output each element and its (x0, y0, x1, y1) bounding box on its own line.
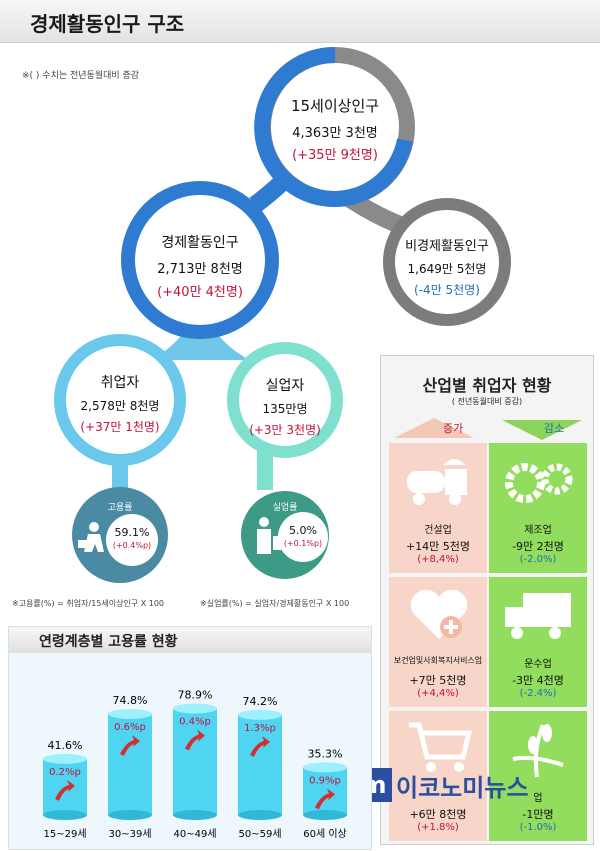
category-label-3: 50~59세 (238, 828, 281, 840)
emp-rate-value: 59.1% (114, 526, 150, 539)
cement-truck-icon (407, 459, 467, 505)
up-arrow-icon-0 (55, 779, 75, 801)
value-label-4: 35.3% (308, 747, 343, 760)
bar-4 (303, 767, 347, 815)
active-value: 2,713만 8천명 (157, 262, 243, 277)
age-chart-title: 연령계층별 고용률 현황 (39, 634, 178, 650)
decrease-label: 감소 (544, 422, 565, 435)
formula-emp: ※고용률(%) = 취업자/15세이상인구 X 100 (12, 599, 165, 608)
increase-label: 증가 (443, 422, 464, 435)
industry-cell-increase-1: 보건업및사회복지서비스업 +7만 5천명 (+4,4%) (389, 577, 487, 707)
value-label-0: 41.6% (48, 739, 83, 752)
inactive-label: 비경제활동인구 (405, 239, 489, 254)
change-label-1: 0.6%p (114, 722, 146, 733)
industry-cell-decrease-2: 업 -1만명 (-1.0%) (489, 711, 587, 841)
bar-cap-2 (173, 703, 217, 714)
up-arrow-icon-4 (315, 788, 335, 810)
up-arrow-icon-1 (120, 735, 140, 757)
industry-cell-decrease-1: 운수업 -3만 4천명 (-2.4%) (489, 577, 587, 707)
pop15-change: (+35만 9천명) (292, 148, 378, 163)
category-label-2: 40~49세 (173, 828, 216, 840)
bar-cap-3 (238, 709, 282, 720)
employed-change: (+37만 1천명) (80, 420, 160, 434)
inactive-box: 비경제활동인구 1,649만 5천명 (-4만 5천명) (392, 235, 502, 298)
rice-plant-icon (512, 724, 564, 778)
change-label-0: 0.2%p (49, 767, 81, 778)
change-label-3: 1.3%p (244, 723, 276, 734)
bar-base-1 (108, 810, 152, 820)
bar-cap-0 (43, 753, 87, 764)
bar-base-2 (173, 810, 217, 820)
inactive-ring (383, 198, 511, 326)
heart-cross-icon (410, 589, 468, 639)
jobseeker-icon (257, 517, 281, 554)
formula-unemp: ※실업률(%) = 실업자/경제활동인구 X 100 (200, 599, 350, 608)
decrease-arrow-icon (502, 420, 582, 440)
unemp-rate-change: (+0.1%p) (283, 539, 323, 548)
unemp-rate-value: 5.0% (289, 524, 317, 537)
page-header: 경제활동인구 구조 (0, 0, 600, 43)
bar-3 (238, 714, 282, 815)
age-chart-panel: 연령계층별 고용률 현황 41.6% 0.2%p 15~29세 74.8% 0.6%p 3… (8, 626, 372, 850)
category-label-0: 15~29세 (43, 828, 86, 840)
bar-1 (108, 714, 152, 815)
change-label-4: 0.9%p (309, 775, 341, 786)
pop15-value: 4,363만 3천명 (292, 126, 378, 141)
emp-rate-label: 고용률 (107, 503, 133, 513)
bar-cap-1 (108, 709, 152, 720)
employed-box: 취업자 2,578만 8천명 (+37만 1천명) (62, 372, 178, 435)
delivery-truck-icon (505, 593, 571, 639)
active-change: (+40만 4천명) (157, 285, 243, 300)
industry-cell-decrease-0: 제조업 -9만 2천명 (-2.0%) (489, 443, 587, 573)
bar-base-4 (303, 810, 347, 820)
inactive-value: 1,649만 5천명 (407, 262, 487, 276)
businessman-icon (78, 522, 104, 552)
age-chart-header (9, 627, 371, 653)
bar-base-3 (238, 810, 282, 820)
unemployed-change: (+3만 3천명) (249, 423, 321, 437)
industry-cell-increase-0: 건설업 +14만 5천명 (+8,4%) (389, 443, 487, 573)
industry-title: 산업별 취업자 현황 (422, 376, 552, 395)
pop15-label: 15세이상인구 (290, 97, 380, 115)
structure-diagram (54, 46, 511, 583)
industry-cell-increase-2: +6만 8천명 (+1.8%) (389, 711, 487, 841)
page-title: 경제활동인구 구조 (30, 12, 185, 36)
bar-base-0 (43, 810, 87, 820)
change-note: ※( ) 수치는 전년동월대비 증감 (22, 71, 140, 81)
employed-ring (54, 334, 186, 466)
up-arrow-icon-2 (185, 729, 205, 751)
category-label-1: 30~39세 (108, 828, 151, 840)
employed-value: 2,578만 8천명 (80, 399, 160, 413)
unemployed-ring (227, 342, 343, 458)
active-ring (121, 181, 279, 339)
bar-cap-4 (303, 762, 347, 773)
change-label-2: 0.4%p (179, 716, 211, 727)
inactive-change: (-4만 5천명) (414, 283, 480, 297)
unemployed-value: 135만명 (262, 402, 308, 416)
active-box: 경제활동인구 2,713만 8천명 (+40만 4천명) (130, 232, 270, 300)
active-label: 경제활동인구 (161, 235, 239, 251)
pop15-box: 15세이상인구 4,363만 3천명 (+35만 9천명) (263, 95, 407, 163)
industry-subtitle: ( 전년동월대비 증감) (451, 397, 523, 406)
unemp-rate-label: 실업률 (272, 503, 298, 513)
value-label-2: 78.9% (178, 688, 213, 701)
bar-2 (173, 708, 217, 815)
category-label-4: 60세 이상 (303, 828, 347, 840)
industry-headers (394, 418, 582, 440)
shopping-cart-icon (409, 722, 473, 772)
employed-label: 취업자 (100, 375, 140, 391)
watermark-text: 이코노미뉴스 (396, 774, 529, 802)
up-arrow-icon-3 (250, 735, 270, 757)
emp-rate-change: (+0.4%p) (112, 541, 152, 550)
unemployed-label: 실업자 (265, 378, 305, 394)
increase-arrow-icon (394, 418, 474, 438)
gears-icon (505, 463, 573, 503)
value-label-1: 74.8% (113, 694, 148, 707)
unemployed-box: 실업자 135만명 (+3만 3천명) (235, 375, 335, 438)
value-label-3: 74.2% (243, 695, 278, 708)
age-chart: 41.6% 0.2%p 15~29세 74.8% 0.6%p 30~39세 78.9% 0.4… (43, 688, 347, 840)
